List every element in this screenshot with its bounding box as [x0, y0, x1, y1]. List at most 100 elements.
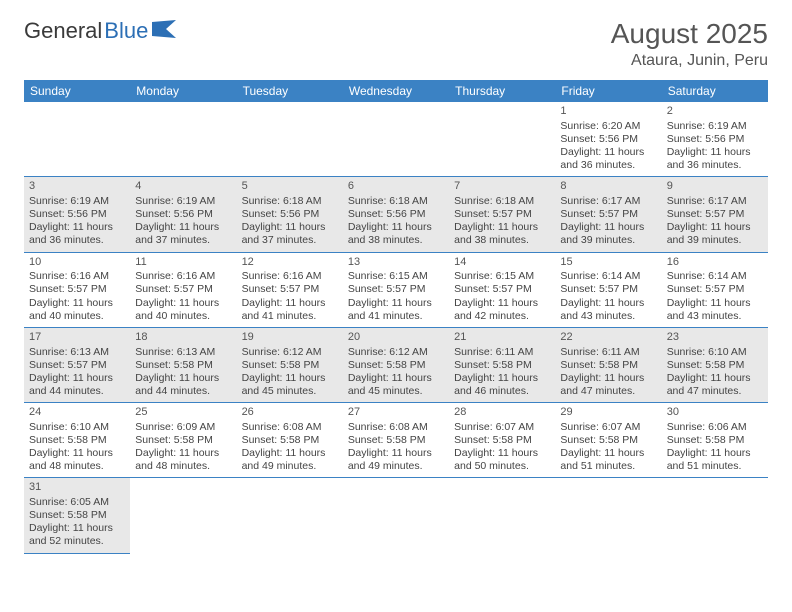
- sunset-text: Sunset: 5:58 PM: [560, 434, 656, 447]
- sunrise-text: Sunrise: 6:18 AM: [242, 195, 338, 208]
- day-number: 3: [29, 180, 125, 194]
- sunrise-text: Sunrise: 6:17 AM: [560, 195, 656, 208]
- calendar-cell: 10Sunrise: 6:16 AMSunset: 5:57 PMDayligh…: [24, 253, 130, 328]
- daylight-text: Daylight: 11 hours and 44 minutes.: [29, 372, 125, 398]
- daylight-text: Daylight: 11 hours and 41 minutes.: [242, 297, 338, 323]
- day-number: 27: [348, 406, 444, 420]
- calendar-cell: 2Sunrise: 6:19 AMSunset: 5:56 PMDaylight…: [662, 102, 768, 177]
- sunset-text: Sunset: 5:57 PM: [242, 283, 338, 296]
- sunset-text: Sunset: 5:58 PM: [29, 434, 125, 447]
- daylight-text: Daylight: 11 hours and 37 minutes.: [135, 221, 231, 247]
- day-number: 14: [454, 256, 550, 270]
- sunset-text: Sunset: 5:57 PM: [454, 283, 550, 296]
- daylight-text: Daylight: 11 hours and 38 minutes.: [454, 221, 550, 247]
- day-number: 13: [348, 256, 444, 270]
- calendar-cell: [662, 478, 768, 553]
- sunrise-text: Sunrise: 6:15 AM: [454, 270, 550, 283]
- sunset-text: Sunset: 5:58 PM: [348, 359, 444, 372]
- calendar-cell: [130, 102, 236, 177]
- day-number: 30: [667, 406, 763, 420]
- sunset-text: Sunset: 5:57 PM: [454, 208, 550, 221]
- sunset-text: Sunset: 5:57 PM: [667, 208, 763, 221]
- day-number: 29: [560, 406, 656, 420]
- daylight-text: Daylight: 11 hours and 45 minutes.: [348, 372, 444, 398]
- calendar-cell: 16Sunrise: 6:14 AMSunset: 5:57 PMDayligh…: [662, 253, 768, 328]
- daylight-text: Daylight: 11 hours and 41 minutes.: [348, 297, 444, 323]
- month-title: August 2025: [611, 18, 768, 50]
- sunrise-text: Sunrise: 6:11 AM: [454, 346, 550, 359]
- calendar-cell: [449, 478, 555, 553]
- sunrise-text: Sunrise: 6:11 AM: [560, 346, 656, 359]
- sunset-text: Sunset: 5:57 PM: [560, 208, 656, 221]
- sunset-text: Sunset: 5:57 PM: [29, 359, 125, 372]
- calendar-cell: 17Sunrise: 6:13 AMSunset: 5:57 PMDayligh…: [24, 328, 130, 403]
- sunrise-text: Sunrise: 6:19 AM: [667, 120, 763, 133]
- daylight-text: Daylight: 11 hours and 40 minutes.: [29, 297, 125, 323]
- calendar-cell: 4Sunrise: 6:19 AMSunset: 5:56 PMDaylight…: [130, 177, 236, 252]
- daylight-text: Daylight: 11 hours and 47 minutes.: [560, 372, 656, 398]
- daylight-text: Daylight: 11 hours and 50 minutes.: [454, 447, 550, 473]
- daylight-text: Daylight: 11 hours and 49 minutes.: [242, 447, 338, 473]
- calendar-cell: 29Sunrise: 6:07 AMSunset: 5:58 PMDayligh…: [555, 403, 661, 478]
- day-number: 18: [135, 331, 231, 345]
- day-number: 5: [242, 180, 338, 194]
- sunset-text: Sunset: 5:56 PM: [29, 208, 125, 221]
- day-number: 12: [242, 256, 338, 270]
- sunset-text: Sunset: 5:58 PM: [135, 434, 231, 447]
- sunrise-text: Sunrise: 6:08 AM: [348, 421, 444, 434]
- day-header: Tuesday: [237, 80, 343, 102]
- sunset-text: Sunset: 5:58 PM: [348, 434, 444, 447]
- calendar-cell: [237, 102, 343, 177]
- day-header: Monday: [130, 80, 236, 102]
- calendar-cell: 30Sunrise: 6:06 AMSunset: 5:58 PMDayligh…: [662, 403, 768, 478]
- sunrise-text: Sunrise: 6:10 AM: [667, 346, 763, 359]
- sunrise-text: Sunrise: 6:08 AM: [242, 421, 338, 434]
- calendar-cell: 19Sunrise: 6:12 AMSunset: 5:58 PMDayligh…: [237, 328, 343, 403]
- daylight-text: Daylight: 11 hours and 39 minutes.: [667, 221, 763, 247]
- logo-word2: Blue: [104, 18, 148, 44]
- sunrise-text: Sunrise: 6:16 AM: [242, 270, 338, 283]
- sunset-text: Sunset: 5:56 PM: [560, 133, 656, 146]
- calendar-cell: 28Sunrise: 6:07 AMSunset: 5:58 PMDayligh…: [449, 403, 555, 478]
- day-number: 10: [29, 256, 125, 270]
- calendar-cell: 3Sunrise: 6:19 AMSunset: 5:56 PMDaylight…: [24, 177, 130, 252]
- day-number: 9: [667, 180, 763, 194]
- logo: GeneralBlue: [24, 18, 178, 44]
- daylight-text: Daylight: 11 hours and 38 minutes.: [348, 221, 444, 247]
- day-number: 20: [348, 331, 444, 345]
- day-number: 21: [454, 331, 550, 345]
- calendar-header-row: Sunday Monday Tuesday Wednesday Thursday…: [24, 80, 768, 102]
- sunrise-text: Sunrise: 6:17 AM: [667, 195, 763, 208]
- sunset-text: Sunset: 5:58 PM: [242, 359, 338, 372]
- calendar-cell: 15Sunrise: 6:14 AMSunset: 5:57 PMDayligh…: [555, 253, 661, 328]
- calendar-cell: 23Sunrise: 6:10 AMSunset: 5:58 PMDayligh…: [662, 328, 768, 403]
- day-number: 7: [454, 180, 550, 194]
- location: Ataura, Junin, Peru: [611, 52, 768, 70]
- calendar-cell: [237, 478, 343, 553]
- sunset-text: Sunset: 5:57 PM: [667, 283, 763, 296]
- daylight-text: Daylight: 11 hours and 36 minutes.: [29, 221, 125, 247]
- calendar-cell: 22Sunrise: 6:11 AMSunset: 5:58 PMDayligh…: [555, 328, 661, 403]
- daylight-text: Daylight: 11 hours and 40 minutes.: [135, 297, 231, 323]
- sunrise-text: Sunrise: 6:15 AM: [348, 270, 444, 283]
- calendar-cell: [555, 478, 661, 553]
- sunrise-text: Sunrise: 6:10 AM: [29, 421, 125, 434]
- sunset-text: Sunset: 5:57 PM: [135, 283, 231, 296]
- sunrise-text: Sunrise: 6:06 AM: [667, 421, 763, 434]
- calendar-cell: 20Sunrise: 6:12 AMSunset: 5:58 PMDayligh…: [343, 328, 449, 403]
- day-header: Wednesday: [343, 80, 449, 102]
- sunrise-text: Sunrise: 6:14 AM: [560, 270, 656, 283]
- calendar: Sunday Monday Tuesday Wednesday Thursday…: [24, 80, 768, 554]
- calendar-cell: 5Sunrise: 6:18 AMSunset: 5:56 PMDaylight…: [237, 177, 343, 252]
- calendar-cell: 6Sunrise: 6:18 AMSunset: 5:56 PMDaylight…: [343, 177, 449, 252]
- sunset-text: Sunset: 5:58 PM: [242, 434, 338, 447]
- calendar-cell: 31Sunrise: 6:05 AMSunset: 5:58 PMDayligh…: [24, 478, 130, 553]
- calendar-cell: 26Sunrise: 6:08 AMSunset: 5:58 PMDayligh…: [237, 403, 343, 478]
- daylight-text: Daylight: 11 hours and 47 minutes.: [667, 372, 763, 398]
- calendar-cell: [24, 102, 130, 177]
- calendar-cell: 25Sunrise: 6:09 AMSunset: 5:58 PMDayligh…: [130, 403, 236, 478]
- day-number: 23: [667, 331, 763, 345]
- day-number: 16: [667, 256, 763, 270]
- sunrise-text: Sunrise: 6:13 AM: [135, 346, 231, 359]
- day-number: 6: [348, 180, 444, 194]
